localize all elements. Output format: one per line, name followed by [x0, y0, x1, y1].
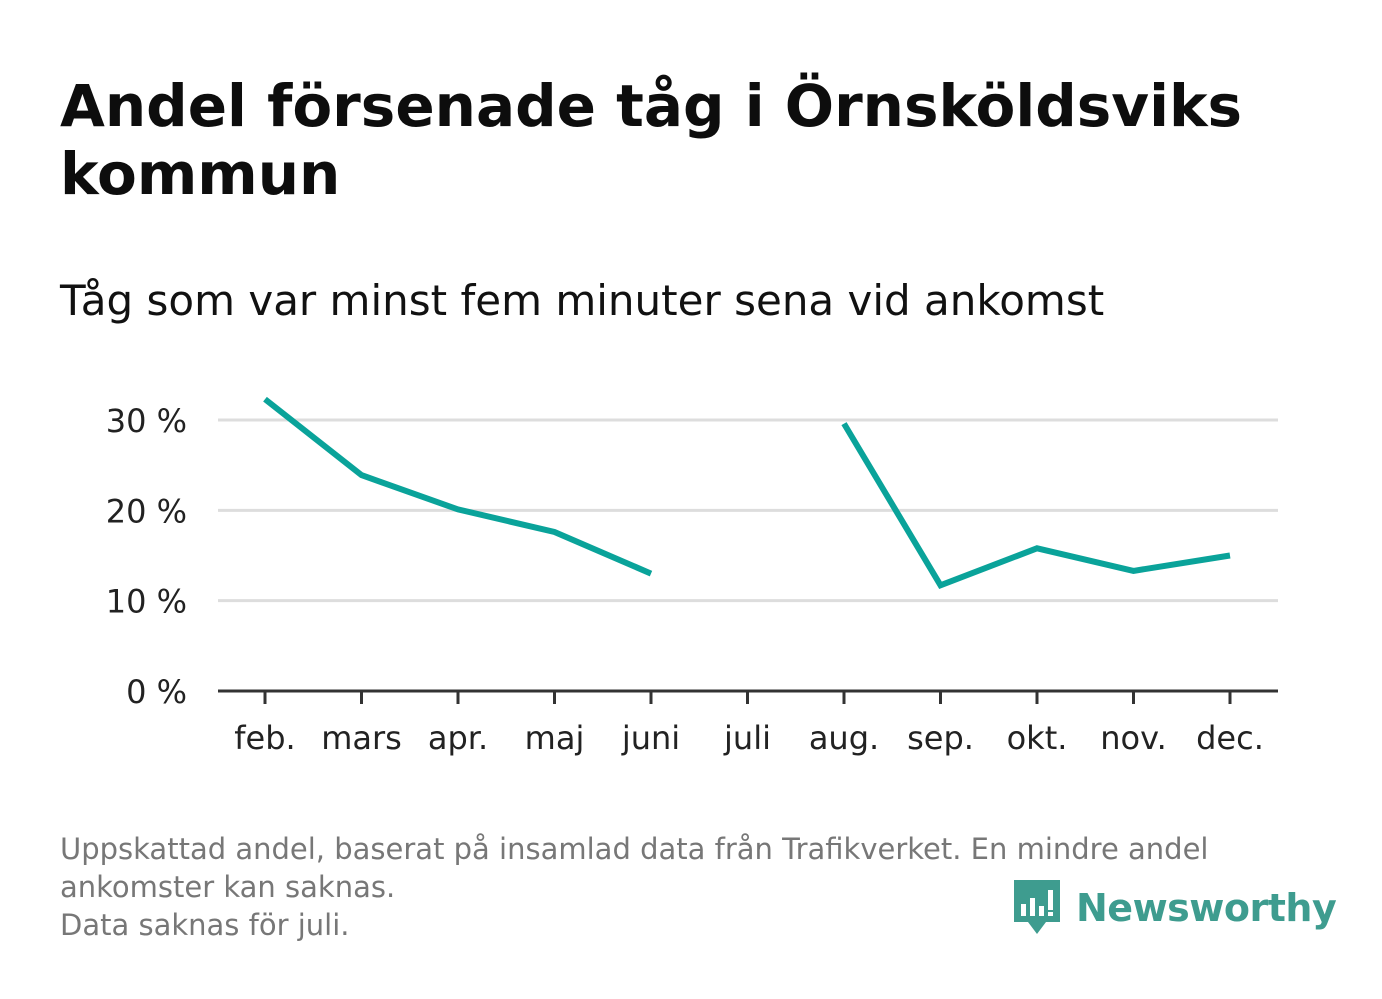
brand-logo: Newsworthy: [1012, 878, 1337, 938]
x-tick-label: nov.: [1100, 719, 1166, 757]
x-tick-label: aug.: [809, 719, 879, 757]
x-tick-label: apr.: [428, 719, 488, 757]
grid-lines: [218, 418, 1278, 603]
bar-chart-speech-bubble-icon: [1014, 880, 1060, 934]
x-tick-label: dec.: [1196, 719, 1264, 757]
footnote: Uppskattad andel, baserat på insamlad da…: [60, 830, 1340, 944]
y-tick-label: 30 %: [106, 402, 187, 440]
x-tick-label: juni: [621, 719, 680, 757]
series-line-segment: [263, 396, 653, 577]
y-tick-label: 20 %: [106, 492, 187, 530]
x-axis: feb. mars apr. maj juni juli aug. sep. okt. nov. d…: [218, 689, 1278, 757]
footnote-line: Uppskattad andel, baserat på insamlad da…: [60, 832, 1209, 866]
x-tick-label: juli: [723, 719, 771, 757]
x-tick-label: mars: [321, 719, 402, 757]
series-lines: [263, 396, 1231, 590]
y-axis-ticks: 0 % 10 % 20 % 30 %: [106, 402, 187, 711]
series-line-segment: [841, 422, 1231, 590]
chart-subtitle: Tåg som var minst fem minuter sena vid a…: [60, 276, 1105, 325]
x-tick-label: feb.: [234, 719, 295, 757]
footnote-line: ankomster kan saknas.: [60, 870, 396, 904]
y-tick-label: 0 %: [126, 673, 187, 711]
brand-name: Newsworthy: [1076, 886, 1337, 930]
chart-title: Andel försenade tåg i Örnsköldsviks komm…: [60, 72, 1243, 208]
x-tick-label: maj: [525, 719, 585, 757]
x-tick-label: sep.: [907, 719, 974, 757]
x-tick-label: okt.: [1007, 719, 1068, 757]
y-tick-label: 10 %: [106, 583, 187, 621]
footnote-line: Data saknas för juli.: [60, 908, 350, 942]
